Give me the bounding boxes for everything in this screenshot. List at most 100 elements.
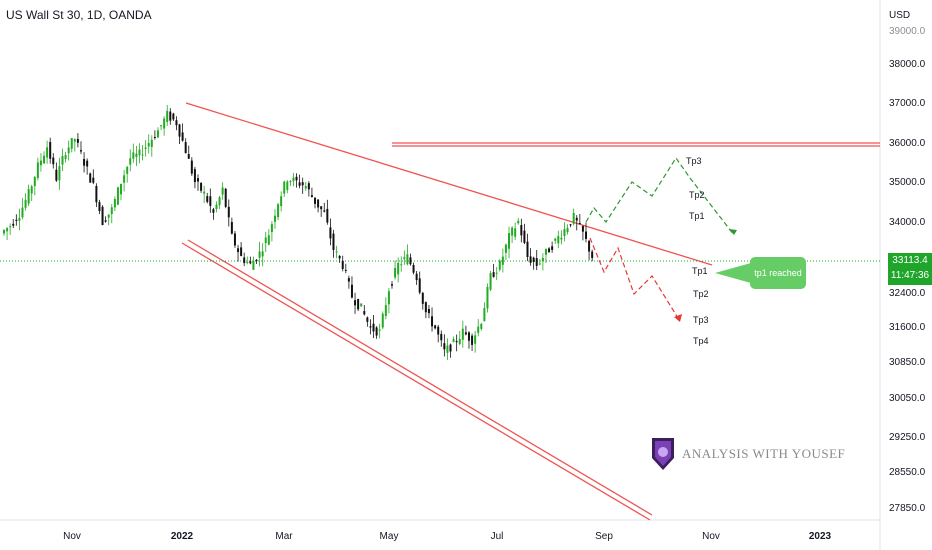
candle-body xyxy=(357,298,360,310)
green-tp2: Tp2 xyxy=(689,190,705,200)
candle-body xyxy=(464,332,467,335)
candle-body xyxy=(495,272,498,274)
candle-body xyxy=(360,303,363,307)
last-price-value: 33113.4 xyxy=(892,255,928,266)
time-axis: Nov 2022 Mar May Jul Sep Nov 2023 xyxy=(63,531,831,542)
candle-body xyxy=(12,223,15,226)
candle-body xyxy=(203,191,206,194)
candle-body xyxy=(372,323,375,332)
candle-body xyxy=(64,155,67,160)
candle-body xyxy=(6,228,9,232)
upper-trendline xyxy=(185,102,713,266)
price-tick-label: 35000.0 xyxy=(889,177,926,188)
candle-body xyxy=(123,175,126,183)
candle-body xyxy=(304,185,307,189)
candle-body xyxy=(132,152,135,159)
candle-body xyxy=(218,197,221,206)
candle-body xyxy=(258,251,261,258)
candle-body xyxy=(286,181,289,191)
candle-body xyxy=(585,231,587,239)
candle-body xyxy=(489,273,492,290)
candle-body xyxy=(73,139,76,142)
price-tick-label: 31600.0 xyxy=(889,322,926,333)
candle-body xyxy=(15,219,18,221)
candle-body xyxy=(116,187,119,205)
currency-label: USD xyxy=(889,10,910,21)
candle-body xyxy=(538,263,541,265)
green-tp3: Tp3 xyxy=(686,156,702,166)
tp1-reached-callout: tp1 reached xyxy=(750,257,806,289)
candle-body xyxy=(104,220,107,222)
candle-body xyxy=(492,272,495,277)
candle-body xyxy=(480,323,483,329)
candle-body xyxy=(434,325,437,329)
candle-body xyxy=(298,182,301,186)
candle-body xyxy=(187,154,190,159)
candle-body xyxy=(474,335,477,344)
candle-body xyxy=(354,300,357,306)
candle-body xyxy=(317,199,320,208)
candle-body xyxy=(381,313,384,328)
candle-body xyxy=(160,125,163,127)
candle-body xyxy=(163,118,166,129)
candle-body xyxy=(535,258,538,266)
candle-body xyxy=(92,177,95,183)
candle-body xyxy=(184,142,187,154)
candle-body xyxy=(363,311,366,315)
time-tick-label: 2023 xyxy=(809,531,832,542)
candle-body xyxy=(49,141,52,159)
candle-body xyxy=(270,224,273,233)
candle-body xyxy=(246,262,249,264)
candle-body xyxy=(541,257,544,262)
candle-body xyxy=(477,326,480,333)
candle-body xyxy=(150,139,153,147)
red-tp2: Tp2 xyxy=(693,289,709,299)
candle-body xyxy=(156,130,159,138)
candle-body xyxy=(467,332,470,341)
candle-body xyxy=(76,138,79,143)
candle-body xyxy=(24,199,27,208)
candle-body xyxy=(30,186,33,194)
lower-trendline-a xyxy=(181,242,651,521)
candle-body xyxy=(504,244,507,253)
candle-body xyxy=(261,251,264,257)
candle-body xyxy=(233,233,236,246)
candle-body xyxy=(455,341,458,343)
bearish-projection-arrow xyxy=(674,314,682,322)
price-tick-label: 32400.0 xyxy=(889,288,926,299)
bullish-projection xyxy=(585,156,735,236)
candle-body xyxy=(39,160,42,166)
price-axis: 39000.0 38000.0 37000.0 36000.0 35000.0 34000… xyxy=(889,26,926,514)
candle-body xyxy=(310,195,313,197)
candle-body xyxy=(554,238,557,241)
candle-body xyxy=(347,278,350,282)
candle-body xyxy=(563,228,566,236)
candle-body xyxy=(52,157,55,165)
red-tp4: Tp4 xyxy=(693,336,709,346)
candle-body xyxy=(440,333,443,341)
candle-body xyxy=(110,207,113,215)
candle-body xyxy=(89,173,92,183)
bullish-projection-arrow xyxy=(729,229,737,235)
candle-body xyxy=(206,196,209,202)
bearish-projection xyxy=(589,237,679,319)
candle-body xyxy=(86,160,89,167)
candle-body xyxy=(292,177,295,182)
candle-body xyxy=(147,143,150,147)
candle-body xyxy=(557,236,560,244)
candle-body xyxy=(344,269,347,271)
candle-body xyxy=(514,228,517,237)
candle-body xyxy=(384,305,387,316)
candle-body xyxy=(501,256,504,265)
price-tick-label: 30050.0 xyxy=(889,393,926,404)
candle-body xyxy=(295,176,298,181)
candle-body xyxy=(79,150,82,152)
price-tick-label: 27850.0 xyxy=(889,503,926,514)
candle-body xyxy=(58,166,61,181)
callout-text: tp1 reached xyxy=(754,268,802,278)
candle-body xyxy=(575,217,578,221)
candle-body xyxy=(83,159,86,166)
red-tp3: Tp3 xyxy=(693,315,709,325)
candle-body xyxy=(181,132,184,141)
